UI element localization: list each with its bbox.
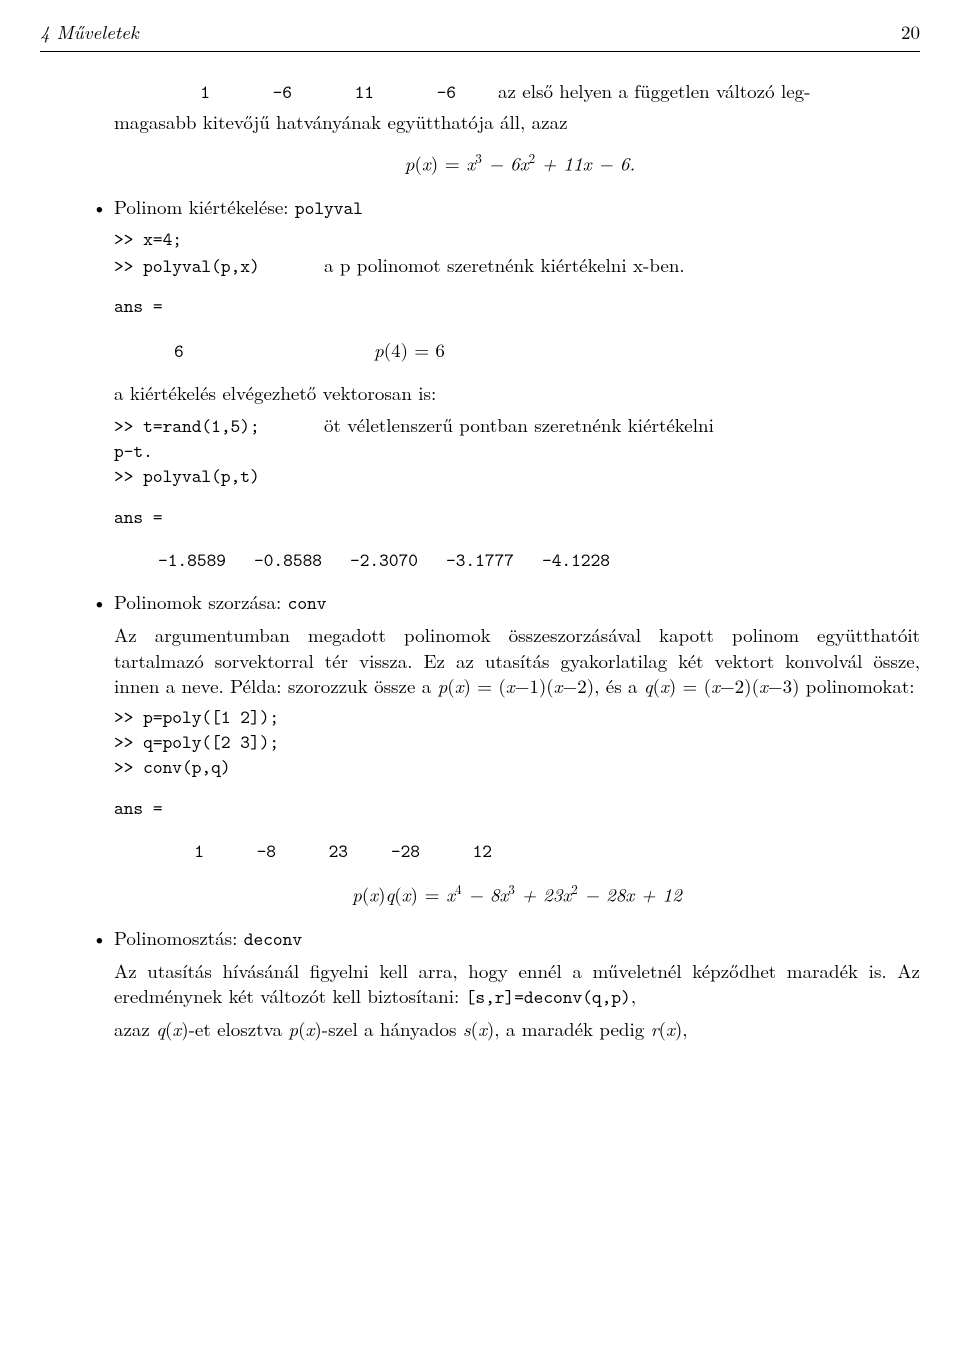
polyval-lead: Polinom kiértékelése: [114,193,295,220]
conv-head: Polinomok szorzása: conv [114,589,920,616]
t: , a maradék pedig [494,1015,650,1042]
conv-mid: , és a [594,672,644,699]
conv-tail: polinomokat: [799,672,914,699]
ans-values: -1.8589 -0.8588 -2.3070 -3.1777 -4.1228 [114,548,920,573]
deconv-para2: azaz q(x)-et elosztva p(x)-szel a hányad… [114,1016,920,1042]
t: , [682,1015,687,1042]
ans-value: 6 [114,339,374,364]
code-with-note: >> t=rand(1,5); öt véletlenszerű pontban… [114,412,920,439]
coeff: -6 [262,80,292,105]
ans-block: ans = 1 -8 23 -28 12 [114,796,920,864]
math-p: p(x) = (x−1)(x−2) [438,672,595,699]
ans-value: -8 [246,839,276,864]
t: -et elosztva [189,1015,289,1042]
coeff-trail-b: magasabb kitevőjű hatványának együttható… [92,109,920,135]
code-line: >> conv(p,q) [114,755,920,780]
ans-math: p(4) = 6 [374,337,445,363]
page-number: 20 [901,18,920,45]
coeff-line: 1 -6 11 -6 az első helyen a független vá… [120,78,920,109]
deconv-head: Polinomosztás: deconv [114,925,920,952]
ans-value: -2.3070 [350,548,418,573]
page: 4 Műveletek 20 1 -6 11 -6 az első helyen… [0,0,960,1347]
ans-value: 1 [174,839,204,864]
display-math-p: p(x) = x3 − 6x2 + 11x − 6. [120,149,920,176]
ans-value: 23 [318,839,348,864]
polyval-code: polyval [295,195,363,220]
ans-label: ans = [114,505,920,530]
code-line: >> polyval(p,t) [114,464,920,489]
coeff: -6 [426,80,456,105]
code-line: >> p=poly([1 2]); [114,705,920,730]
ans-block: ans = 6 p(4) = 6 [114,294,920,364]
ans-label: ans = [114,294,920,319]
coeff: 1 [180,80,210,105]
deconv-lead: Polinomosztás: [114,924,244,951]
conv-lead: Polinomok szorzása: [114,588,288,615]
code-line: >> polyval(p,x) [114,254,324,279]
ans-value: -0.8588 [254,548,322,573]
code-note: öt véletlenszerű pontban szeretnénk kiér… [324,412,714,438]
deconv-inline-code: [s,r]=deconv(q,p) [466,984,631,1009]
t: azaz [114,1015,156,1042]
math-q: q(x) = (x−2)(x−3) [644,672,800,699]
deconv-para1: Az utasítás hívásánál figyelni kell arra… [114,958,920,1011]
conv-para: Az argumentumban megadott polinomok össz… [114,622,920,699]
code-line: >> x=4; [114,227,920,252]
ans-value: -28 [390,839,420,864]
ans-value: -4.1228 [542,548,610,573]
deconv-comma: , [631,982,636,1009]
content-area: 1 -6 11 -6 az első helyen a független vá… [0,78,960,1088]
coeff: 11 [344,80,374,105]
ans-value: -3.1777 [446,548,514,573]
code-with-note: >> polyval(p,x) a p polinomot szeretnénk… [114,252,920,279]
running-head: 4 Műveletek 20 [0,0,960,51]
ans-block: ans = -1.8589 -0.8588 -2.3070 -3.1777 -4… [114,505,920,573]
ans-label: ans = [114,796,920,821]
coeff-trail-a: az első helyen a független változó leg- [456,78,811,104]
deconv-code: deconv [244,926,302,951]
bullet-polyval: Polinom kiértékelése: polyval >> x=4; >>… [92,194,920,573]
code-line: >> t=rand(1,5); [114,414,324,439]
t: -szel a hányados [322,1015,463,1042]
math-rx: r(x) [651,1015,683,1042]
ans-value: -1.8589 [158,548,226,573]
polyval-head: Polinom kiértékelése: polyval [114,194,920,221]
bullet-conv: Polinomok szorzása: conv Az argumentumba… [92,589,920,907]
code-line: >> q=poly([2 3]); [114,730,920,755]
code-note: a p polinomot szeretnénk kiértékelni x-b… [324,252,685,278]
ans-value: 12 [462,839,492,864]
code-line-tail: p-t. [114,439,920,464]
bullet-deconv: Polinomosztás: deconv Az utasítás hívásá… [92,925,920,1042]
header-rule [40,51,920,52]
ans-values: 1 -8 23 -28 12 [114,839,920,864]
display-math-pq: p(x)q(x) = x4 − 8x3 + 23x2 − 28x + 12 [114,880,920,907]
vec-intro: a kiértékelés elvégezhető vektorosan is: [114,380,920,406]
conv-code: conv [288,590,327,615]
math-sx: s(x) [463,1015,494,1042]
math-qx: q(x) [156,1015,188,1042]
coeff-values: 1 -6 11 -6 [120,80,456,105]
ans-row: 6 p(4) = 6 [114,337,920,364]
section-label: 4 Műveletek [40,18,139,45]
math-px: p(x) [288,1015,321,1042]
